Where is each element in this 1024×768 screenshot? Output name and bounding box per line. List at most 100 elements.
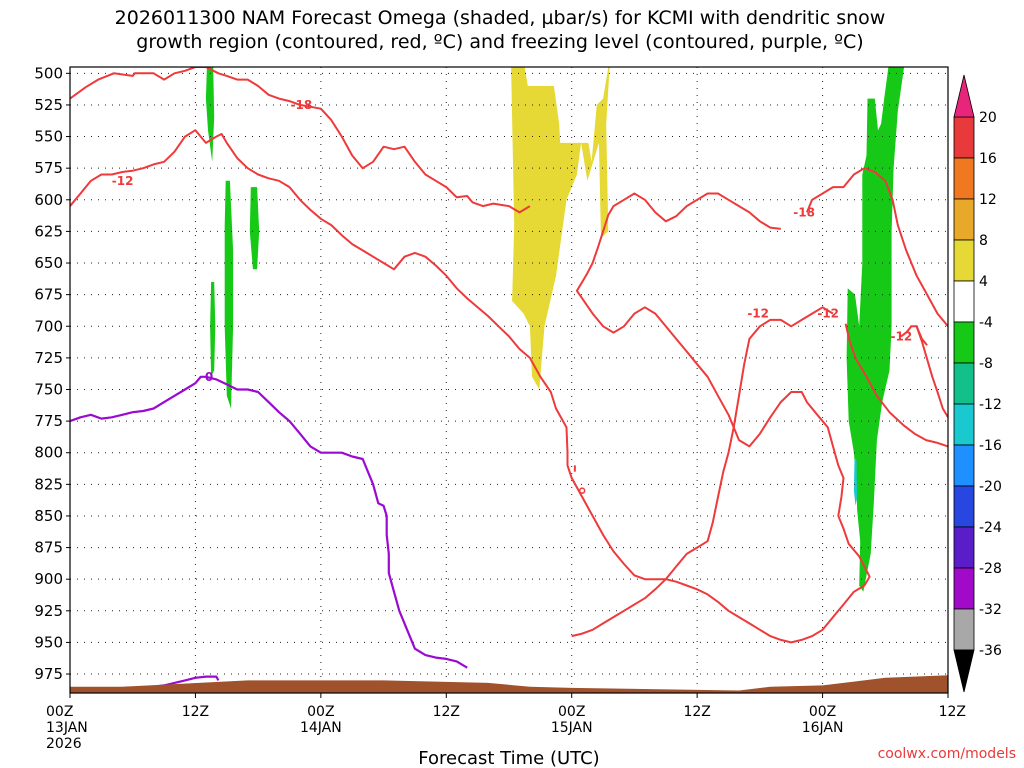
credit-text: coolwx.com/models: [878, 746, 1016, 762]
dgz-contour-label-2: -18: [793, 205, 815, 219]
x-axis-label: Forecast Time (UTC): [418, 748, 599, 768]
colorbar-label-6: -8: [979, 356, 993, 372]
colorbar-segment-3: [953, 239, 975, 282]
omega-region-6: [853, 459, 858, 506]
colorbar-label-5: -4: [979, 315, 993, 331]
x-tick-label-6-1: 16JAN: [802, 720, 844, 736]
dgz-contour-label-5: -12: [747, 307, 769, 321]
colorbar-segment-7: [953, 403, 975, 446]
dgz-contour-small-ring: [578, 487, 586, 494]
colorbar-label-7: -12: [979, 397, 1002, 413]
colorbar-segment-9: [953, 485, 975, 528]
colorbar-label-0: 20: [979, 110, 997, 126]
y-tick-label-950: 950: [34, 633, 63, 651]
dgz-contour-5: [844, 323, 948, 448]
terrain-fill: [70, 675, 948, 693]
x-tick-label-2-1: 14JAN: [300, 720, 342, 736]
colorbar-label-2: 12: [979, 192, 997, 208]
y-tick-label-650: 650: [34, 254, 63, 272]
y-tick-label-625: 625: [34, 222, 63, 240]
colorbar-segment-0: [953, 116, 975, 159]
omega-region-3: [210, 282, 216, 377]
plot-background: [70, 67, 948, 693]
y-tick-label-675: 675: [34, 286, 63, 304]
y-tick-label-975: 975: [34, 665, 63, 683]
x-tick-label-2-0: 00Z: [307, 704, 334, 720]
x-tick-label-0-1: 13JAN: [46, 720, 88, 736]
contour-labels: -18 -12 -18 -12 -12 -12 0: [112, 98, 912, 384]
y-tick-label-850: 850: [34, 507, 63, 525]
colorbar-segment-8: [953, 444, 975, 487]
colorbar-label-11: -28: [979, 561, 1002, 577]
y-tick-label-750: 750: [34, 380, 63, 398]
colorbar-segment-11: [953, 567, 975, 610]
y-tick-label-900: 900: [34, 570, 63, 588]
y-tick-label-825: 825: [34, 475, 63, 493]
colorbar-label-13: -36: [979, 643, 1002, 659]
colorbar-label-4: 4: [979, 274, 988, 290]
colorbar-segment-10: [953, 526, 975, 569]
dgz-contour-6: [915, 325, 948, 418]
colorbar-bottom-triangle: [953, 649, 975, 693]
x-tick-label-0-2: 2026: [46, 736, 82, 752]
x-tick-label-7-0: 12Z: [939, 704, 966, 720]
omega-region-2: [249, 187, 260, 270]
dgz-contour-label-3: -12: [817, 307, 839, 321]
omega-shading-layer: [205, 67, 905, 592]
y-tick-label-800: 800: [34, 444, 63, 462]
omega-region-4: [511, 67, 610, 390]
chart-title-line-1: 2026011300 NAM Forecast Omega (shaded, µ…: [115, 7, 886, 29]
y-tick-label-775: 775: [34, 412, 63, 430]
colorbar-segment-12: [953, 608, 975, 651]
y-tick-label-525: 525: [34, 96, 63, 114]
colorbar-segment-4: [953, 280, 975, 323]
y-tick-label-875: 875: [34, 539, 63, 557]
x-tick-label-6-0: 00Z: [809, 704, 836, 720]
omega-region-5: [846, 67, 905, 592]
y-axis: 500 525 550 575 600 625 650 675 700 725 750 775 800 8…: [34, 64, 70, 683]
plot-area: -18 -12 -18 -12 -12 -12 0: [69, 66, 949, 694]
dgz-contour-label-0: -18: [291, 98, 313, 112]
dgz-contour-label-1: -12: [112, 174, 134, 188]
y-tick-label-600: 600: [34, 191, 63, 209]
y-tick-label-500: 500: [34, 64, 63, 82]
x-tick-label-4-0: 00Z: [558, 704, 585, 720]
freezing-contour-label: 0: [205, 370, 213, 384]
colorbar-segment-1: [953, 157, 975, 200]
colorbar-segment-5: [953, 321, 975, 364]
x-tick-label-0-0: 00Z: [46, 704, 73, 720]
colorbar: 20 16 12 8 4 -4 -8 -12 -16 -20 -24 -28 -32 -36: [953, 74, 1002, 693]
terrain: [70, 675, 948, 693]
colorbar-label-12: -32: [979, 602, 1002, 618]
omega-region-1: [224, 180, 234, 409]
x-tick-label-1-0: 12Z: [182, 704, 209, 720]
y-tick-label-700: 700: [34, 317, 63, 335]
colorbar-segment-2: [953, 198, 975, 241]
x-tick-label-4-1: 15JAN: [551, 720, 593, 736]
chart-title-line-2: growth region (contoured, red, ºC) and f…: [136, 31, 863, 53]
freezing-contour-main: [70, 375, 468, 669]
x-tick-label-5-0: 12Z: [683, 704, 710, 720]
y-tick-label-550: 550: [34, 128, 63, 146]
dgz-contour-4: [900, 325, 928, 346]
y-tick-label-925: 925: [34, 602, 63, 620]
dgz-contour-2: [805, 167, 948, 327]
dgz-contour-3: [571, 306, 834, 638]
colorbar-label-8: -16: [979, 438, 1002, 454]
dgz-contour-1: [70, 129, 871, 644]
dendritic-growth-contours: [70, 67, 948, 644]
plot-frame: [69, 66, 949, 694]
colorbar-label-10: -24: [979, 520, 1002, 536]
colorbar-label-9: -20: [979, 479, 1002, 495]
colorbar-label-3: 8: [979, 233, 988, 249]
x-tick-label-3-0: 12Z: [433, 704, 460, 720]
y-tick-label-575: 575: [34, 159, 63, 177]
colorbar-segment-6: [953, 362, 975, 405]
y-tick-label-725: 725: [34, 349, 63, 367]
dgz-contour-label-4: -12: [891, 329, 913, 343]
colorbar-top-triangle: [953, 74, 975, 118]
colorbar-label-1: 16: [979, 151, 997, 167]
dgz-contour-0: [70, 67, 531, 214]
